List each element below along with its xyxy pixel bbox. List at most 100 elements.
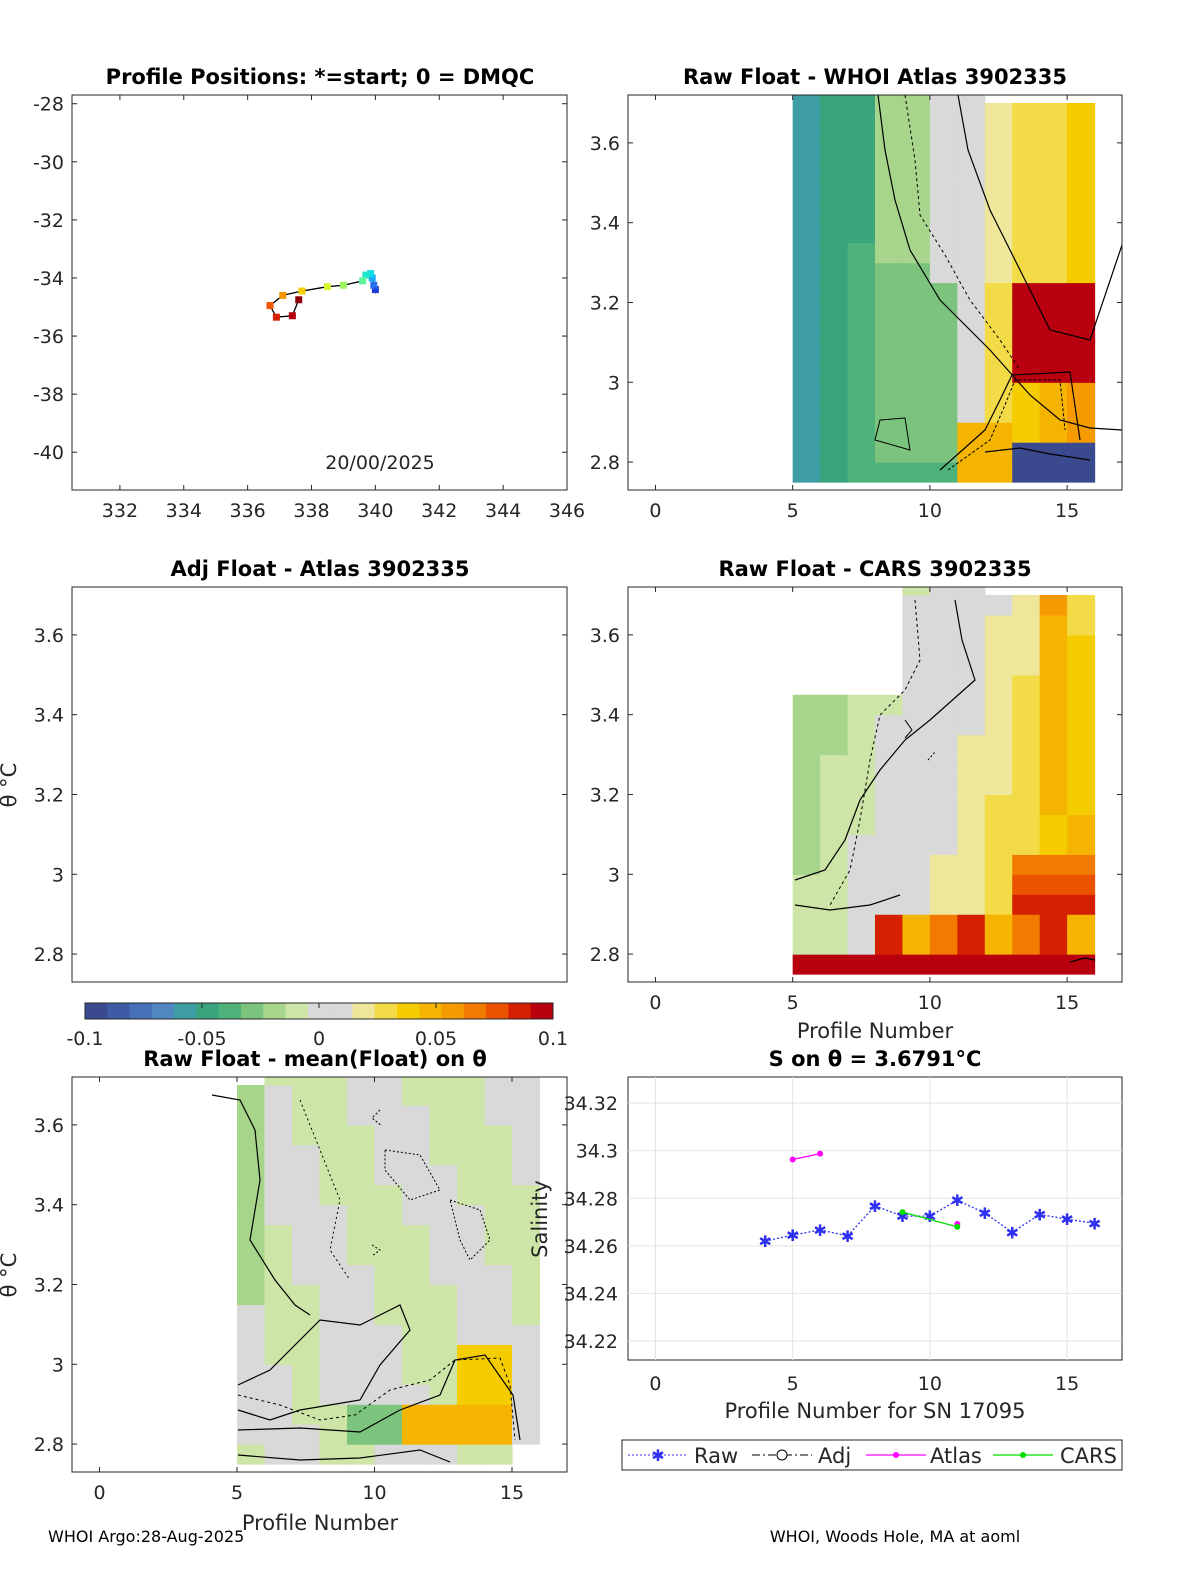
- cars-cell: [792, 874, 821, 895]
- mean-cell: [457, 1224, 486, 1246]
- mean-cell: [429, 1224, 458, 1246]
- whoi-cell: [984, 402, 1013, 423]
- cars-cell: [902, 714, 931, 736]
- whoi-cell: [1012, 242, 1041, 264]
- position-point: [339, 281, 347, 289]
- cars-cell: [875, 934, 904, 955]
- cars-cell: [1067, 694, 1096, 716]
- cars-cell: [1012, 654, 1041, 676]
- cars-cell: [847, 854, 876, 875]
- cars-heatmap-cells: [792, 587, 1096, 975]
- cars-cell: [902, 814, 931, 835]
- mean-cell: [457, 1364, 486, 1385]
- mean-cell: [484, 1077, 513, 1086]
- cars-cell: [1067, 634, 1096, 656]
- mean-cell: [319, 1364, 348, 1385]
- cars-cell: [902, 794, 931, 816]
- mean-cell: [264, 1144, 293, 1166]
- sal-series-segment-raw: [765, 1234, 793, 1242]
- cars-cell: [902, 587, 931, 596]
- whoi-cell: [820, 362, 849, 383]
- mean-cell: [237, 1104, 266, 1126]
- cars-cell: [820, 834, 849, 855]
- mean-cell: [374, 1124, 403, 1146]
- whoi-ytick-label: 3.2: [590, 292, 620, 314]
- mean-cell: [457, 1384, 486, 1405]
- mean-cell: [429, 1084, 458, 1106]
- cars-cell: [847, 774, 876, 796]
- whoi-cell: [929, 382, 958, 403]
- cars-cell: [984, 614, 1013, 636]
- cars-cell: [1012, 874, 1041, 895]
- position-point: [370, 281, 378, 289]
- mean-cell: [347, 1244, 376, 1266]
- cars-cell: [929, 934, 958, 955]
- cars-cell: [820, 794, 849, 816]
- mean-cell: [319, 1404, 348, 1425]
- mean-cell: [292, 1264, 321, 1286]
- colorbar-swatch: [307, 1003, 331, 1019]
- cars-cell: [792, 954, 821, 975]
- sal-axes-frame: [627, 1076, 1123, 1361]
- cars-cell: [1067, 854, 1096, 875]
- mean-cell: [484, 1104, 513, 1126]
- mean-cell: [402, 1184, 431, 1206]
- cars-cell: [1039, 594, 1068, 616]
- mean-xtick-label: 10: [362, 1482, 386, 1504]
- whoi-cell: [792, 202, 821, 224]
- whoi-title: Raw Float - WHOI Atlas 3902335: [683, 65, 1067, 89]
- mean-cell: [319, 1124, 348, 1146]
- whoi-cell: [792, 422, 821, 443]
- cars-cell: [1039, 794, 1068, 816]
- cars-cell: [902, 914, 931, 935]
- cars-cell: [984, 794, 1013, 816]
- whoi-cell: [847, 462, 876, 483]
- sal-raw-point: ✱: [786, 1226, 799, 1245]
- whoi-cell: [875, 342, 904, 363]
- cars-cell: [902, 954, 931, 975]
- positions-date-annotation: 20/00/2025: [325, 452, 435, 474]
- mean-cell: [319, 1304, 348, 1325]
- mean-cell: [319, 1077, 348, 1086]
- cars-cell: [875, 894, 904, 915]
- mean-cell: [457, 1304, 486, 1325]
- mean-contours: [211, 1094, 521, 1463]
- cars-cell: [1039, 774, 1068, 796]
- mean-cell: [402, 1104, 431, 1126]
- cars-ytick-label: 3.2: [590, 784, 620, 806]
- cars-cell: [929, 794, 958, 816]
- whoi-cell: [875, 182, 904, 204]
- cars-cell: [792, 774, 821, 796]
- cars-cell: [902, 634, 931, 656]
- whoi-cell: [847, 282, 876, 304]
- mean-cell: [264, 1444, 293, 1465]
- colorbar: -0.1 -0.05 0 0.05 0.1: [66, 1002, 568, 1050]
- cars-cell: [792, 734, 821, 756]
- positions-ytick-label: -30: [33, 152, 64, 174]
- mean-ylabel: θ °C: [0, 1253, 21, 1298]
- positions-ytick-label: -38: [33, 384, 64, 406]
- mean-cell: [402, 1344, 431, 1365]
- mean-xtick-label: 15: [500, 1482, 524, 1504]
- whoi-cell: [1012, 362, 1041, 383]
- whoi-cell: [847, 362, 876, 383]
- sal-series: ✱ ✱ ✱ ✱ ✱ ✱ ✱ ✱ ✱ ✱ ✱ ✱ ✱: [759, 1150, 1101, 1251]
- mean-cell: [319, 1284, 348, 1306]
- whoi-cell: [875, 122, 904, 144]
- cars-cell: [1012, 714, 1041, 736]
- mean-cell: [457, 1164, 486, 1186]
- whoi-cell: [984, 442, 1013, 463]
- sal-ytick-label: 34.28: [564, 1188, 618, 1210]
- cars-ytick-label: 2.8: [590, 944, 620, 966]
- sal-ytick-label: 34.24: [564, 1283, 618, 1305]
- cars-cell: [957, 874, 986, 895]
- whoi-cell: [929, 442, 958, 463]
- mean-cell: [457, 1104, 486, 1126]
- sal-series-segment-raw: [957, 1199, 986, 1214]
- mean-cell: [374, 1284, 403, 1306]
- whoi-cell: [1067, 302, 1096, 324]
- whoi-cell: [847, 142, 876, 164]
- whoi-cell: [875, 262, 904, 284]
- position-point: [279, 291, 287, 299]
- whoi-cell: [957, 422, 986, 443]
